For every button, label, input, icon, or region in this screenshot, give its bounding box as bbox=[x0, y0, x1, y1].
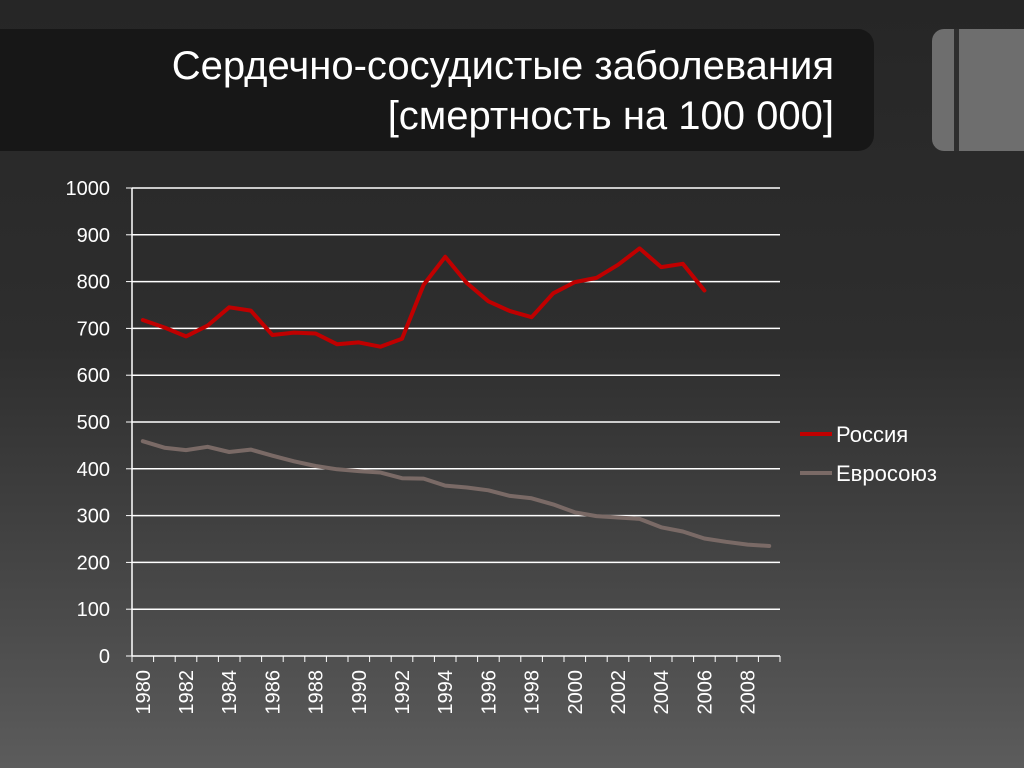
title-bar: Сердечно-сосудистые заболевания [смертно… bbox=[0, 29, 874, 151]
x-tick-label-1994: 1994 bbox=[435, 670, 457, 715]
y-tick-label-600: 600 bbox=[77, 365, 110, 387]
y-tick-label-500: 500 bbox=[77, 412, 110, 434]
x-tick-label-1980: 1980 bbox=[133, 670, 155, 715]
x-tick-label-1992: 1992 bbox=[392, 670, 414, 715]
x-tick-label-1990: 1990 bbox=[349, 670, 371, 715]
legend-label-0: Россия bbox=[836, 422, 908, 447]
x-tick-label-2006: 2006 bbox=[694, 670, 716, 715]
side-tab-stripe bbox=[954, 29, 959, 151]
x-tick-label-2002: 2002 bbox=[608, 670, 630, 715]
legend-label-1: Евросоюз bbox=[836, 461, 937, 486]
y-tick-label-900: 900 bbox=[77, 225, 110, 247]
y-tick-label-300: 300 bbox=[77, 506, 110, 528]
x-tick-label-1996: 1996 bbox=[478, 670, 500, 715]
slide-title-line1: Сердечно-сосудистые заболевания bbox=[171, 44, 834, 88]
y-tick-label-800: 800 bbox=[77, 272, 110, 294]
x-tick-label-2000: 2000 bbox=[565, 670, 587, 715]
y-tick-label-0: 0 bbox=[99, 646, 110, 668]
x-tick-label-1984: 1984 bbox=[219, 670, 241, 715]
x-tick-label-2008: 2008 bbox=[738, 670, 760, 715]
side-tab-decoration bbox=[932, 29, 1024, 151]
x-tick-label-1998: 1998 bbox=[522, 670, 544, 715]
y-tick-label-700: 700 bbox=[77, 318, 110, 340]
y-tick-label-200: 200 bbox=[77, 552, 110, 574]
y-tick-label-400: 400 bbox=[77, 459, 110, 481]
slide-title: Сердечно-сосудистые заболевания [смертно… bbox=[172, 41, 834, 141]
y-tick-label-1000: 1000 bbox=[66, 178, 111, 200]
x-tick-label-1986: 1986 bbox=[262, 670, 284, 715]
y-tick-label-100: 100 bbox=[77, 599, 110, 621]
series-line-0 bbox=[140, 246, 707, 349]
slide-title-line2: [смертность на 100 000] bbox=[387, 94, 834, 138]
x-tick-label-2004: 2004 bbox=[651, 670, 673, 715]
x-tick-label-1982: 1982 bbox=[176, 670, 198, 715]
series-line-1 bbox=[140, 439, 772, 548]
x-tick-label-1988: 1988 bbox=[306, 670, 328, 715]
